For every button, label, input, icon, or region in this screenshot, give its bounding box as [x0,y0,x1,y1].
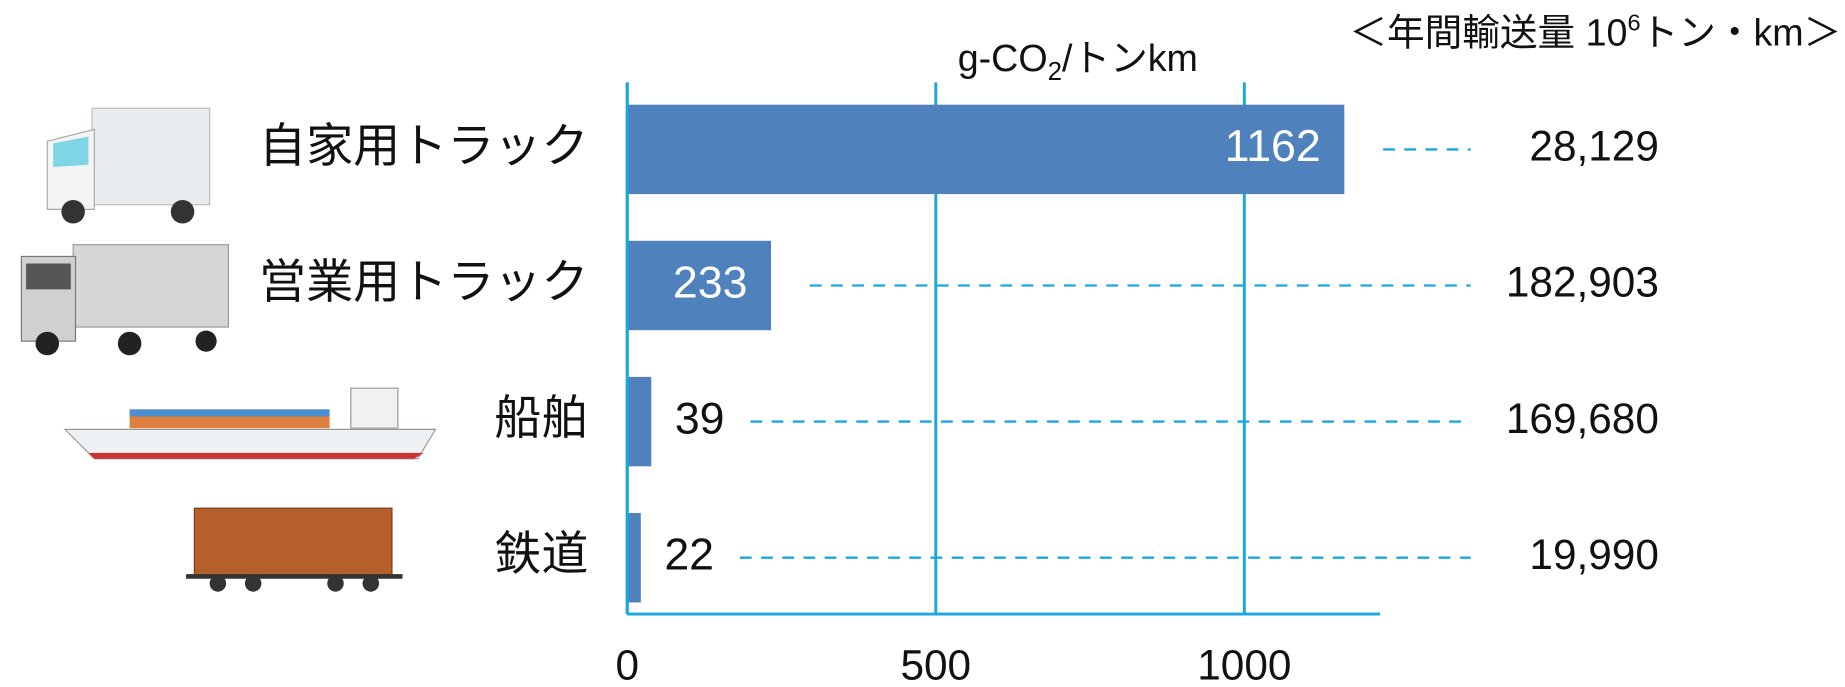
value-label: 233 [673,258,748,307]
volume-label: 19,990 [1529,531,1658,578]
x-tick-label: 1000 [1197,641,1291,687]
axis-label-subscript: 2 [1048,58,1062,86]
axis-label-part: g-CO [958,37,1048,79]
axis-label-part: /トンkm [1062,37,1198,79]
value-label: 1162 [1225,122,1321,171]
x-tick-label: 500 [900,641,971,687]
bar [627,377,651,466]
ship-icon [65,388,436,459]
value-label: 39 [675,394,725,443]
volume-label: 28,129 [1529,123,1658,170]
category-label: 船舶 [494,391,588,444]
volume-label: 182,903 [1506,259,1659,306]
category-label: 自家用トラック [259,119,588,172]
freight-car-icon [186,508,402,592]
volume-title-part: ＜年間輸送量 10 [1349,11,1627,53]
volume-title-superscript: 6 [1627,10,1640,36]
category-label: 鉄道 [494,527,588,580]
volume-label: 169,680 [1506,395,1659,442]
x-tick-label: 0 [615,641,639,687]
chart: g-CO2/トンkm ＜年間輸送量 106トン・km＞ 0 500 1000 1162… [0,0,1845,687]
volume-title: ＜年間輸送量 106トン・km＞ [1349,10,1841,53]
light-truck-icon [47,108,209,223]
volume-title-part: トン・km＞ [1641,11,1842,53]
heavy-truck-icon [21,245,228,356]
value-label: 22 [664,531,714,580]
vehicle-icons [21,108,435,591]
bar [627,513,641,602]
category-label: 営業用トラック [259,255,588,308]
axis-label: g-CO2/トンkm [958,37,1198,86]
